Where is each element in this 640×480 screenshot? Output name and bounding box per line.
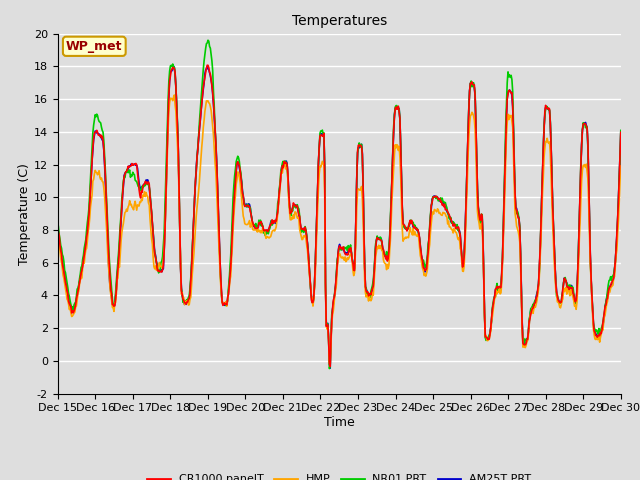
CR1000 panelT — [54, 222, 61, 228]
NR01 PRT — [122, 169, 129, 175]
NR01 PRT — [210, 89, 218, 95]
Title: Temperatures: Temperatures — [292, 14, 387, 28]
AM25T PRT — [410, 224, 417, 230]
AM25T PRT — [64, 291, 72, 297]
NR01 PRT — [617, 128, 625, 133]
Legend: CR1000 panelT, HMP, NR01 PRT, AM25T PRT: CR1000 panelT, HMP, NR01 PRT, AM25T PRT — [143, 470, 536, 480]
NR01 PRT — [326, 366, 333, 372]
AM25T PRT — [617, 130, 625, 135]
NR01 PRT — [204, 37, 212, 43]
HMP — [326, 361, 334, 367]
NR01 PRT — [54, 219, 61, 225]
HMP — [180, 295, 188, 300]
NR01 PRT — [179, 300, 187, 305]
HMP — [210, 132, 218, 138]
AM25T PRT — [54, 222, 61, 228]
AM25T PRT — [180, 298, 188, 303]
CR1000 panelT — [426, 225, 433, 231]
CR1000 panelT — [204, 62, 211, 68]
NR01 PRT — [64, 285, 72, 290]
Y-axis label: Temperature (C): Temperature (C) — [18, 163, 31, 264]
Text: WP_met: WP_met — [66, 40, 122, 53]
AM25T PRT — [122, 170, 129, 176]
CR1000 panelT — [210, 100, 218, 106]
AM25T PRT — [326, 365, 334, 371]
Line: AM25T PRT: AM25T PRT — [58, 66, 621, 368]
NR01 PRT — [426, 223, 433, 229]
HMP — [170, 92, 178, 98]
HMP — [410, 226, 417, 231]
CR1000 panelT — [326, 363, 334, 369]
AM25T PRT — [426, 228, 433, 234]
HMP — [64, 298, 72, 303]
CR1000 panelT — [122, 169, 129, 175]
Line: CR1000 panelT: CR1000 panelT — [58, 65, 621, 366]
CR1000 panelT — [410, 223, 417, 228]
X-axis label: Time: Time — [324, 416, 355, 429]
HMP — [617, 163, 625, 169]
HMP — [54, 227, 61, 232]
AM25T PRT — [210, 101, 218, 107]
CR1000 panelT — [64, 291, 72, 297]
Line: HMP: HMP — [58, 95, 621, 364]
NR01 PRT — [410, 219, 417, 225]
CR1000 panelT — [617, 130, 625, 135]
AM25T PRT — [170, 63, 177, 69]
CR1000 panelT — [179, 296, 187, 302]
HMP — [426, 242, 433, 248]
HMP — [122, 209, 129, 215]
Line: NR01 PRT: NR01 PRT — [58, 40, 621, 369]
